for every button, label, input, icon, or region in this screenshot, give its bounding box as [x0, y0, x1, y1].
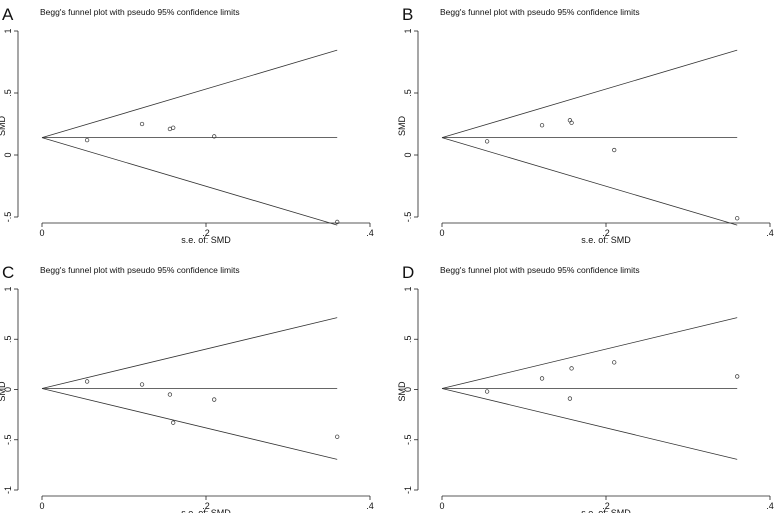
- lower-confidence-limit-line: [41, 137, 338, 226]
- study-point: [612, 147, 617, 153]
- study-point: [539, 376, 545, 381]
- y-tick-label: 0: [403, 387, 413, 392]
- upper-confidence-limit-line: [41, 317, 338, 389]
- upper-confidence-limit-line: [41, 49, 338, 139]
- study-point: [735, 216, 740, 221]
- y-tick-label: -.5: [3, 434, 13, 445]
- x-tick-label: 0: [439, 228, 444, 238]
- y-axis-label: SMD: [397, 116, 407, 137]
- x-axis-label: s.e. of: SMD: [181, 235, 231, 245]
- upper-confidence-limit-line: [441, 317, 738, 389]
- y-tick-label: 0: [3, 152, 13, 157]
- y-tick-label: 0: [403, 152, 413, 157]
- study-point: [84, 137, 90, 143]
- panel-letter: B: [402, 5, 413, 24]
- chart-title: Begg's funnel plot with pseudo 95% confi…: [440, 265, 640, 275]
- y-tick-label: -1: [403, 486, 413, 494]
- x-tick-label: .4: [766, 228, 774, 238]
- y-tick-label: 1: [3, 28, 13, 33]
- x-axis-label: s.e. of: SMD: [581, 508, 631, 513]
- study-point: [539, 123, 545, 128]
- x-tick-label: .4: [366, 501, 374, 511]
- study-point: [612, 360, 617, 365]
- y-tick-label: 0: [3, 387, 13, 392]
- funnel-panel-b: B Begg's funnel plot with pseudo 95% conf…: [397, 5, 774, 245]
- x-tick-label: 0: [39, 501, 44, 511]
- y-tick-label: 1: [403, 28, 413, 33]
- x-axis-label: s.e. of: SMD: [581, 235, 631, 245]
- x-tick-label: 0: [39, 228, 44, 238]
- study-point: [171, 420, 176, 425]
- x-tick-label: .4: [366, 228, 374, 238]
- study-point: [335, 434, 340, 439]
- study-point: [139, 382, 145, 387]
- y-tick-label: 1: [3, 286, 13, 291]
- x-tick-label: .2: [602, 228, 610, 238]
- study-point: [484, 389, 490, 394]
- chart-title: Begg's funnel plot with pseudo 95% confi…: [40, 7, 240, 17]
- y-tick-label: -.5: [403, 212, 413, 223]
- y-tick-label: .5: [3, 335, 13, 343]
- chart-title: Begg's funnel plot with pseudo 95% confi…: [440, 7, 640, 17]
- study-point: [139, 121, 145, 127]
- study-point: [171, 125, 176, 130]
- x-tick-label: .2: [202, 501, 210, 511]
- x-tick-label: .2: [602, 501, 610, 511]
- study-point: [167, 392, 173, 397]
- lower-confidence-limit-line: [441, 388, 738, 460]
- funnel-panel-a: A Begg's funnel plot with pseudo 95% conf…: [0, 5, 374, 245]
- study-point: [335, 219, 340, 225]
- x-axis-label: s.e. of: SMD: [181, 508, 231, 513]
- study-point: [484, 139, 490, 144]
- x-tick-label: 0: [439, 501, 444, 511]
- y-tick-label: 1: [403, 286, 413, 291]
- study-point: [735, 374, 740, 379]
- study-point: [212, 134, 217, 139]
- lower-confidence-limit-line: [41, 388, 338, 460]
- x-tick-label: .2: [202, 228, 210, 238]
- study-point: [567, 396, 573, 401]
- panel-letter: D: [402, 263, 414, 282]
- funnel-panel-c: C Begg's funnel plot with pseudo 95% conf…: [0, 263, 374, 518]
- y-tick-label: .5: [403, 89, 413, 97]
- y-axis-label: SMD: [397, 381, 407, 402]
- y-tick-label: .5: [403, 335, 413, 343]
- chart-title: Begg's funnel plot with pseudo 95% confi…: [40, 265, 240, 275]
- y-axis-label: SMD: [0, 116, 7, 137]
- panel-letter: A: [2, 5, 14, 24]
- x-tick-label: .4: [766, 501, 774, 511]
- study-point: [84, 379, 90, 384]
- y-tick-label: -1: [3, 486, 13, 494]
- study-point: [569, 366, 574, 371]
- upper-confidence-limit-line: [441, 49, 738, 139]
- funnel-panel-d: D Begg's funnel plot with pseudo 95% conf…: [397, 263, 774, 518]
- y-tick-label: .5: [3, 89, 13, 97]
- y-tick-label: -.5: [403, 434, 413, 445]
- panel-letter: C: [2, 263, 14, 282]
- y-tick-label: -.5: [3, 212, 13, 223]
- study-point: [569, 120, 574, 125]
- y-axis-label: SMD: [0, 381, 7, 402]
- lower-confidence-limit-line: [441, 137, 738, 226]
- study-point: [212, 397, 217, 402]
